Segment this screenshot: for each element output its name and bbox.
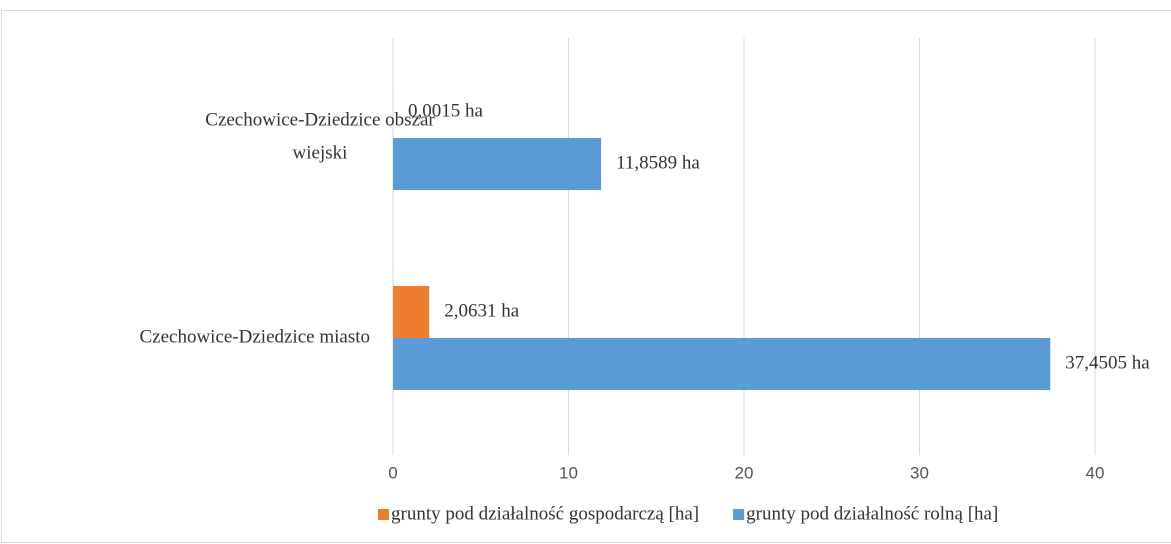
- bar: [393, 338, 1051, 390]
- legend-label: grunty pod działalność gospodarczą [ha]: [391, 503, 699, 524]
- x-tick-label: 0: [388, 463, 397, 482]
- data-label: 37,4505 ha: [1065, 352, 1150, 373]
- y-tick-label: Czechowice-Dziedzice obszar wiejski: [205, 110, 435, 164]
- chart-frame: [1, 10, 1171, 543]
- bar: [393, 138, 602, 190]
- data-label: 11,8589 ha: [616, 152, 700, 173]
- y-tick-label: Czechowice-Dziedzice miasto: [139, 326, 370, 347]
- x-tick-label: 30: [910, 463, 929, 482]
- legend-swatch: [378, 509, 389, 520]
- x-tick-label: 20: [735, 463, 754, 482]
- data-label: 0,0015 ha: [408, 100, 484, 121]
- legend-swatch: [733, 509, 745, 520]
- data-label: 2,0631 ha: [444, 300, 520, 321]
- legend-label: grunty pod działalność rolną [ha]: [746, 503, 998, 524]
- x-tick-label: 10: [559, 463, 578, 482]
- x-tick-label: 40: [1086, 463, 1105, 482]
- bar: [393, 286, 430, 338]
